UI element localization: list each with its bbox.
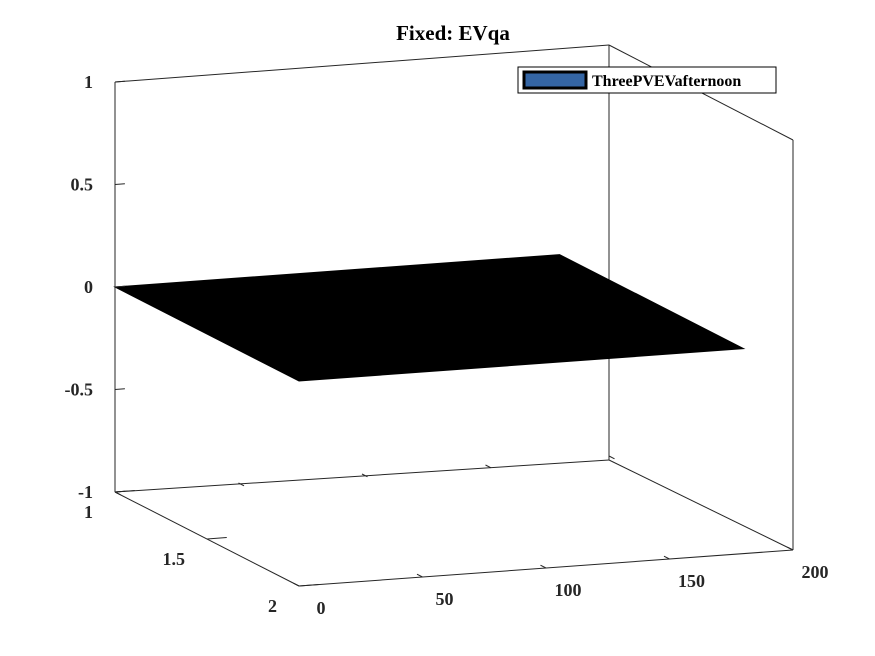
legend-label: ThreePVEVafternoon bbox=[592, 73, 741, 90]
z-tick-label: 0 bbox=[84, 277, 93, 297]
z-tick-label: -1 bbox=[78, 482, 93, 502]
x-tick-mark bbox=[663, 555, 670, 560]
box-edge-floor-right bbox=[608, 459, 794, 551]
y-tick-label: 2 bbox=[268, 596, 277, 616]
legend-swatch bbox=[522, 70, 588, 90]
box-edge-floor-back bbox=[114, 459, 610, 493]
y-tick-mark bbox=[298, 584, 319, 587]
z-tick-mark bbox=[114, 490, 125, 493]
x-tick-mark bbox=[238, 482, 245, 487]
z-tick-label: 1 bbox=[84, 72, 93, 92]
y-tick-mark bbox=[206, 537, 227, 540]
surface-patch bbox=[113, 254, 746, 382]
x-tick-label: 200 bbox=[802, 562, 829, 582]
x-tick-mark bbox=[293, 582, 300, 587]
x-tick-label: 0 bbox=[317, 598, 326, 618]
legend: ThreePVEVafternoon bbox=[517, 66, 777, 94]
z-tick-mark bbox=[114, 80, 125, 83]
z-tick-label: 0.5 bbox=[71, 175, 94, 195]
x-tick-label: 100 bbox=[555, 580, 582, 600]
z-tick-mark bbox=[114, 285, 125, 288]
surface-layer bbox=[113, 254, 746, 382]
x-tick-label: 50 bbox=[436, 589, 454, 609]
z-tick-label: -0.5 bbox=[65, 380, 94, 400]
z-tick-mark bbox=[114, 183, 125, 185]
box-edge-back-top bbox=[114, 44, 610, 83]
ticks-layer: 0 50 100 150 200 1 1.5 2 1 0.5 0 -0.5 -1 bbox=[65, 72, 829, 618]
x-tick-mark bbox=[114, 491, 121, 496]
y-tick-label: 1 bbox=[84, 502, 93, 522]
x-tick-mark bbox=[416, 573, 423, 578]
x-tick-mark bbox=[540, 564, 547, 569]
y-tick-label: 1.5 bbox=[163, 549, 186, 569]
x-tick-label: 150 bbox=[678, 571, 705, 591]
z-tick-mark bbox=[114, 388, 125, 390]
x-tick-mark bbox=[361, 473, 368, 478]
x-tick-mark bbox=[787, 546, 794, 551]
x-tick-mark bbox=[485, 464, 492, 469]
chart-title: Fixed: EVqa bbox=[396, 21, 510, 45]
x-tick-mark bbox=[608, 455, 615, 460]
